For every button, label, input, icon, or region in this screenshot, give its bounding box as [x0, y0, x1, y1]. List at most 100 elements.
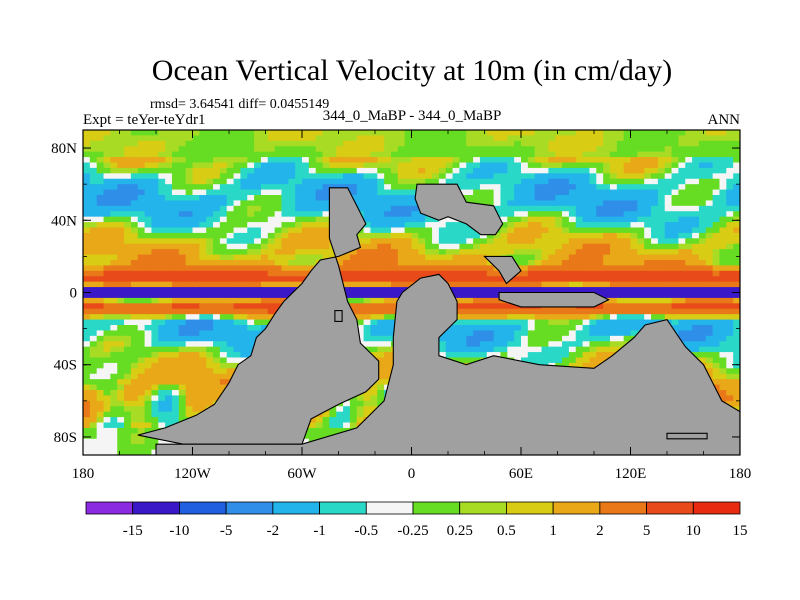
ocean-cell	[486, 249, 495, 256]
ocean-cell	[274, 195, 283, 202]
ocean-cell	[274, 162, 283, 169]
ocean-cell	[377, 395, 385, 402]
ocean-cell	[103, 368, 111, 375]
ocean-cell	[137, 287, 146, 294]
ocean-cell	[308, 195, 317, 202]
ocean-cell	[185, 135, 194, 142]
ocean-cell	[603, 130, 611, 137]
ocean-cell	[712, 287, 721, 294]
ocean-cell	[356, 276, 365, 283]
ocean-cell	[158, 189, 166, 196]
ocean-cell	[240, 319, 248, 326]
ocean-cell	[459, 157, 467, 164]
ocean-cell	[165, 287, 173, 294]
ocean-cell	[288, 146, 296, 153]
ocean-cell	[103, 325, 111, 332]
ocean-cell	[377, 216, 385, 223]
ocean-cell	[308, 130, 317, 137]
ocean-cell	[596, 195, 604, 202]
ocean-cell	[158, 292, 166, 299]
ocean-cell	[705, 140, 714, 147]
ocean-cell	[630, 189, 638, 196]
ocean-cell	[623, 281, 632, 288]
ocean-cell	[527, 222, 536, 229]
ocean-cell	[370, 406, 378, 413]
ocean-cell	[96, 167, 105, 174]
ocean-cell	[459, 184, 467, 191]
ocean-cell	[664, 292, 673, 299]
ocean-cell	[199, 303, 207, 310]
ocean-cell	[575, 232, 584, 239]
ocean-cell	[404, 238, 413, 245]
ocean-cell	[459, 162, 467, 169]
ocean-cell	[712, 352, 721, 359]
ocean-cell	[527, 308, 536, 315]
ocean-cell	[302, 211, 310, 218]
ocean-cell	[206, 184, 214, 191]
ocean-cell	[466, 157, 474, 164]
ocean-cell	[541, 249, 549, 256]
ocean-cell	[295, 243, 303, 250]
ocean-cell	[288, 270, 296, 277]
ocean-cell	[178, 346, 187, 353]
ocean-cell	[281, 238, 289, 245]
ocean-cell	[637, 232, 645, 239]
ocean-cell	[630, 276, 638, 283]
ocean-cell	[199, 368, 207, 375]
ocean-cell	[178, 205, 187, 212]
ocean-cell	[158, 232, 166, 239]
ocean-cell	[719, 238, 727, 245]
ocean-cell	[254, 303, 262, 310]
ocean-cell	[89, 357, 98, 364]
ocean-cell	[213, 308, 221, 315]
ocean-cell	[137, 373, 146, 380]
ocean-cell	[637, 325, 645, 332]
ocean-cell	[527, 140, 536, 147]
ocean-cell	[514, 260, 522, 267]
ocean-cell	[219, 140, 228, 147]
ocean-cell	[165, 390, 173, 397]
ocean-cell	[589, 346, 597, 353]
ocean-cell	[226, 341, 235, 348]
ocean-cell	[377, 232, 385, 239]
ocean-cell	[247, 178, 255, 185]
ocean-cell	[692, 287, 700, 294]
ocean-cell	[568, 146, 577, 153]
ocean-cell	[705, 352, 714, 359]
ocean-cell	[89, 167, 98, 174]
ocean-cell	[712, 357, 721, 364]
ocean-cell	[527, 173, 536, 180]
ocean-cell	[596, 308, 604, 315]
ocean-cell	[226, 216, 235, 223]
ocean-cell	[356, 232, 365, 239]
ocean-cell	[562, 227, 570, 234]
ocean-cell	[719, 178, 727, 185]
ocean-cell	[377, 227, 385, 234]
ocean-cell	[390, 227, 399, 234]
ocean-cell	[130, 368, 139, 375]
ocean-cell	[712, 330, 721, 337]
ocean-cell	[527, 157, 536, 164]
ocean-cell	[452, 232, 460, 239]
experiment-text: Expt = teYer-teYdr1	[83, 112, 205, 128]
ocean-cell	[349, 178, 358, 185]
ocean-cell	[651, 162, 659, 169]
ocean-cell	[117, 384, 125, 391]
ocean-cell	[377, 362, 385, 369]
ocean-cell	[144, 314, 153, 321]
ocean-cell	[206, 265, 214, 272]
ocean-cell	[96, 254, 105, 261]
ocean-cell	[596, 341, 604, 348]
ocean-cell	[233, 325, 241, 332]
ocean-cell	[493, 314, 502, 321]
ocean-cell	[486, 184, 495, 191]
ocean-cell	[165, 227, 173, 234]
ocean-cell	[363, 216, 372, 223]
ocean-cell	[226, 200, 235, 207]
ocean-cell	[568, 325, 577, 332]
ocean-cell	[630, 222, 638, 229]
ocean-cell	[651, 222, 659, 229]
ocean-cell	[363, 297, 372, 304]
ocean-cell	[397, 276, 406, 283]
ocean-cell	[411, 265, 419, 272]
